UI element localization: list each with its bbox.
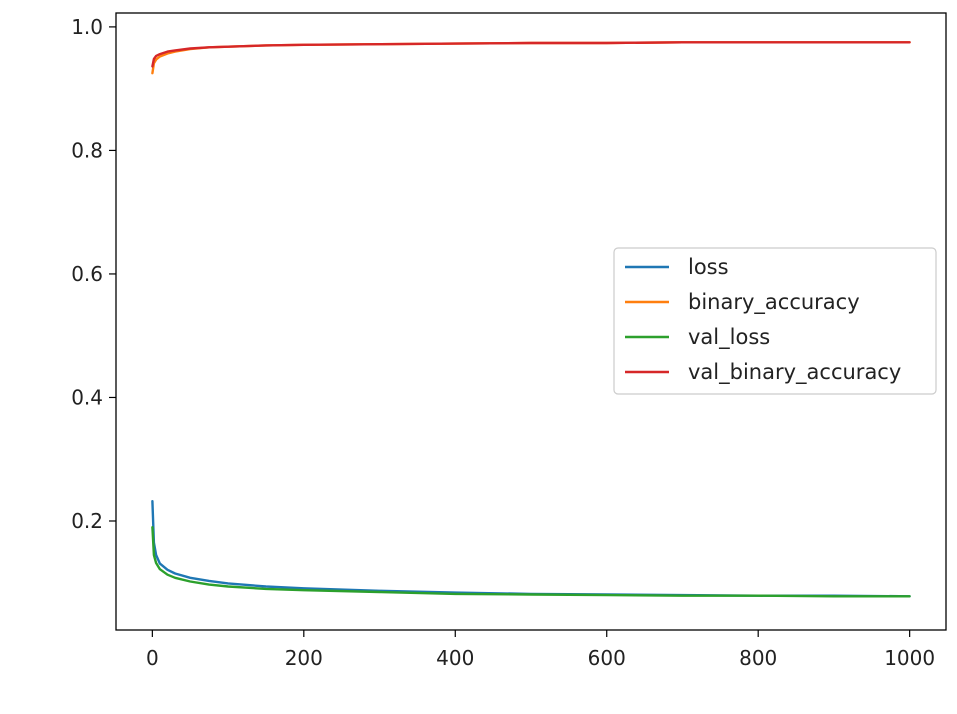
x-tick-label: 200 <box>285 646 323 670</box>
legend-label: val_binary_accuracy <box>688 360 901 385</box>
y-axis: 0.2 0.4 0.6 0.8 1.0 <box>71 15 116 533</box>
legend-label: binary_accuracy <box>688 290 860 315</box>
x-tick-label: 1000 <box>884 646 935 670</box>
y-tick-label: 1.0 <box>71 15 103 39</box>
x-tick-label: 400 <box>436 646 474 670</box>
x-tick-label: 800 <box>739 646 777 670</box>
legend-box <box>613 247 937 395</box>
legend-label: val_loss <box>688 325 770 350</box>
x-axis: 0 200 400 600 800 1000 <box>146 630 935 670</box>
series-layer <box>151 41 911 598</box>
x-tick-label: 0 <box>146 646 159 670</box>
legend-label: loss <box>688 255 729 279</box>
legend: loss binary_accuracy val_loss val_binary_ac… <box>613 247 937 395</box>
y-tick-label: 0.8 <box>71 138 103 162</box>
y-tick-label: 0.2 <box>71 509 103 533</box>
y-tick-label: 0.6 <box>71 262 103 286</box>
x-tick-label: 600 <box>588 646 626 670</box>
series-line-val-binary-accuracy <box>151 41 911 68</box>
plot-frame <box>115 12 947 631</box>
y-tick-label: 0.4 <box>71 385 103 409</box>
series-line-val-loss <box>151 526 911 598</box>
